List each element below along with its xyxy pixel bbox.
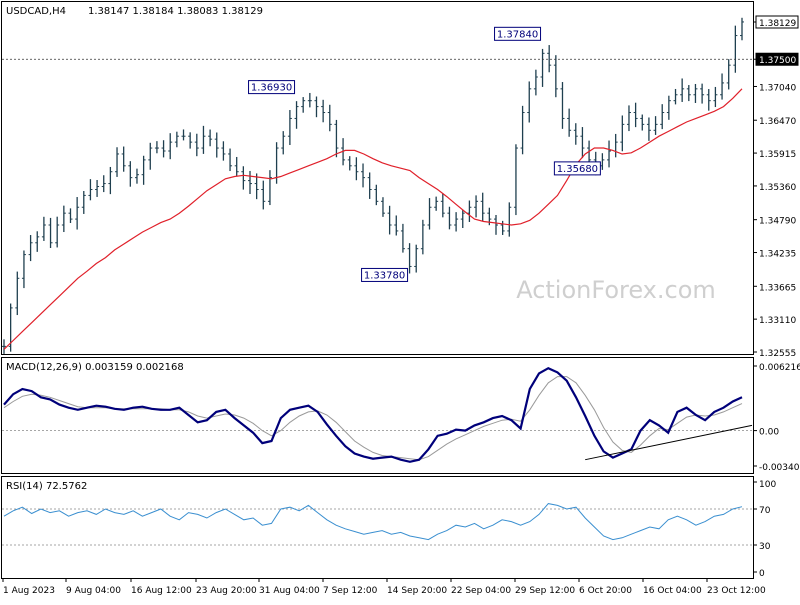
price-tag-label: 1.38129 — [759, 19, 796, 29]
price-tick-label: 1.35915 — [759, 150, 796, 160]
price-tick-label: 1.34790 — [759, 217, 796, 227]
watermark: ActionForex.com — [516, 276, 716, 304]
price-annotation-box — [553, 161, 601, 176]
rsi-panel-frame — [1, 476, 754, 579]
price-tag-box — [755, 52, 799, 66]
x-tick-label: 23 Oct 12:00 — [707, 586, 766, 596]
macd-panel-frame — [1, 357, 754, 474]
price-tick-label: 1.34235 — [759, 250, 796, 260]
price-annotation-label: 1.33780 — [364, 270, 405, 281]
macd-layer — [2, 366, 753, 463]
rsi-header: RSI(14) 72.5762 — [6, 481, 87, 492]
price-tick-label: 1.32555 — [759, 349, 796, 359]
rsi-line — [3, 503, 743, 541]
x-tick-label: 22 Sep 04:00 — [451, 586, 511, 596]
price-annotation-label: 1.36930 — [251, 83, 292, 94]
x-tick-label: 14 Sep 20:00 — [387, 586, 447, 596]
price-header-ohlc: 1.38147 1.38184 1.38083 1.38129 — [88, 6, 263, 17]
price-tick-label: 1.33110 — [759, 316, 796, 326]
rsi-tick-label: 70 — [759, 506, 771, 516]
macd-header: MACD(12,26,9) 0.003159 0.002168 — [6, 362, 184, 373]
x-tick-label: 6 Oct 20:00 — [579, 586, 632, 596]
price-annotation-label: 1.37840 — [497, 29, 538, 40]
price-annotation-box — [248, 80, 296, 95]
x-tick-label: 23 Aug 20:00 — [196, 586, 257, 596]
price-annotation-box — [361, 267, 409, 282]
x-tick-label: 16 Aug 12:00 — [131, 586, 192, 596]
macd-tick-label: 0.006216 — [759, 363, 800, 373]
moving-average-line — [3, 88, 743, 350]
rsi-tick-label: 100 — [759, 480, 776, 490]
price-tick-label: 1.37040 — [759, 83, 796, 93]
price-annotation-box — [494, 26, 542, 41]
x-tick-label: 1 Aug 2023 — [3, 586, 55, 596]
macd-tick-label: 0.00 — [759, 428, 779, 438]
x-tick-label: 29 Sep 12:00 — [515, 586, 575, 596]
price-tag-box — [755, 15, 799, 29]
macd-trendline — [585, 424, 753, 461]
price-tick-label: 1.36470 — [759, 117, 796, 127]
price-tick-label: 1.33665 — [759, 283, 796, 293]
price-panel-frame — [1, 1, 754, 355]
x-tick-label: 31 Aug 04:00 — [259, 586, 320, 596]
rsi-tick-label: 30 — [759, 542, 771, 552]
x-tick-label: 16 Oct 04:00 — [643, 586, 702, 596]
rsi-layer — [2, 503, 753, 546]
price-layer: 1.36930 1.37840 1.35680 1.33780 — [2, 17, 753, 354]
macd-tick-label: -0.003407 — [759, 463, 800, 473]
rsi-tick-label: 0 — [759, 569, 765, 579]
price-tag-label: 1.37500 — [759, 56, 796, 66]
axes-layer: 1.38129 1.37500 1.37040 1.36470 1.35915 1.353… — [2, 15, 800, 596]
x-tick-label: 9 Aug 04:00 — [66, 586, 121, 596]
macd-line — [3, 366, 743, 463]
price-tick-label: 1.35360 — [759, 183, 796, 193]
x-tick-label: 7 Sep 12:00 — [323, 586, 378, 596]
price-header-symbol: USDCAD,H4 — [6, 6, 66, 17]
price-annotation-label: 1.35680 — [557, 164, 598, 175]
